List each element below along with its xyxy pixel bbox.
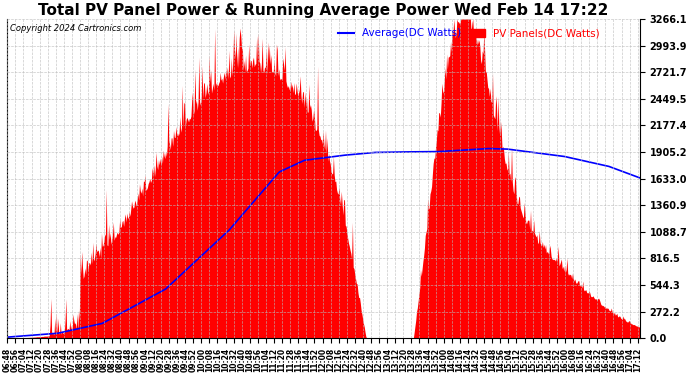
Legend: Average(DC Watts), PV Panels(DC Watts): Average(DC Watts), PV Panels(DC Watts): [334, 24, 604, 42]
Title: Total PV Panel Power & Running Average Power Wed Feb 14 17:22: Total PV Panel Power & Running Average P…: [39, 3, 609, 18]
Text: Copyright 2024 Cartronics.com: Copyright 2024 Cartronics.com: [10, 24, 142, 33]
